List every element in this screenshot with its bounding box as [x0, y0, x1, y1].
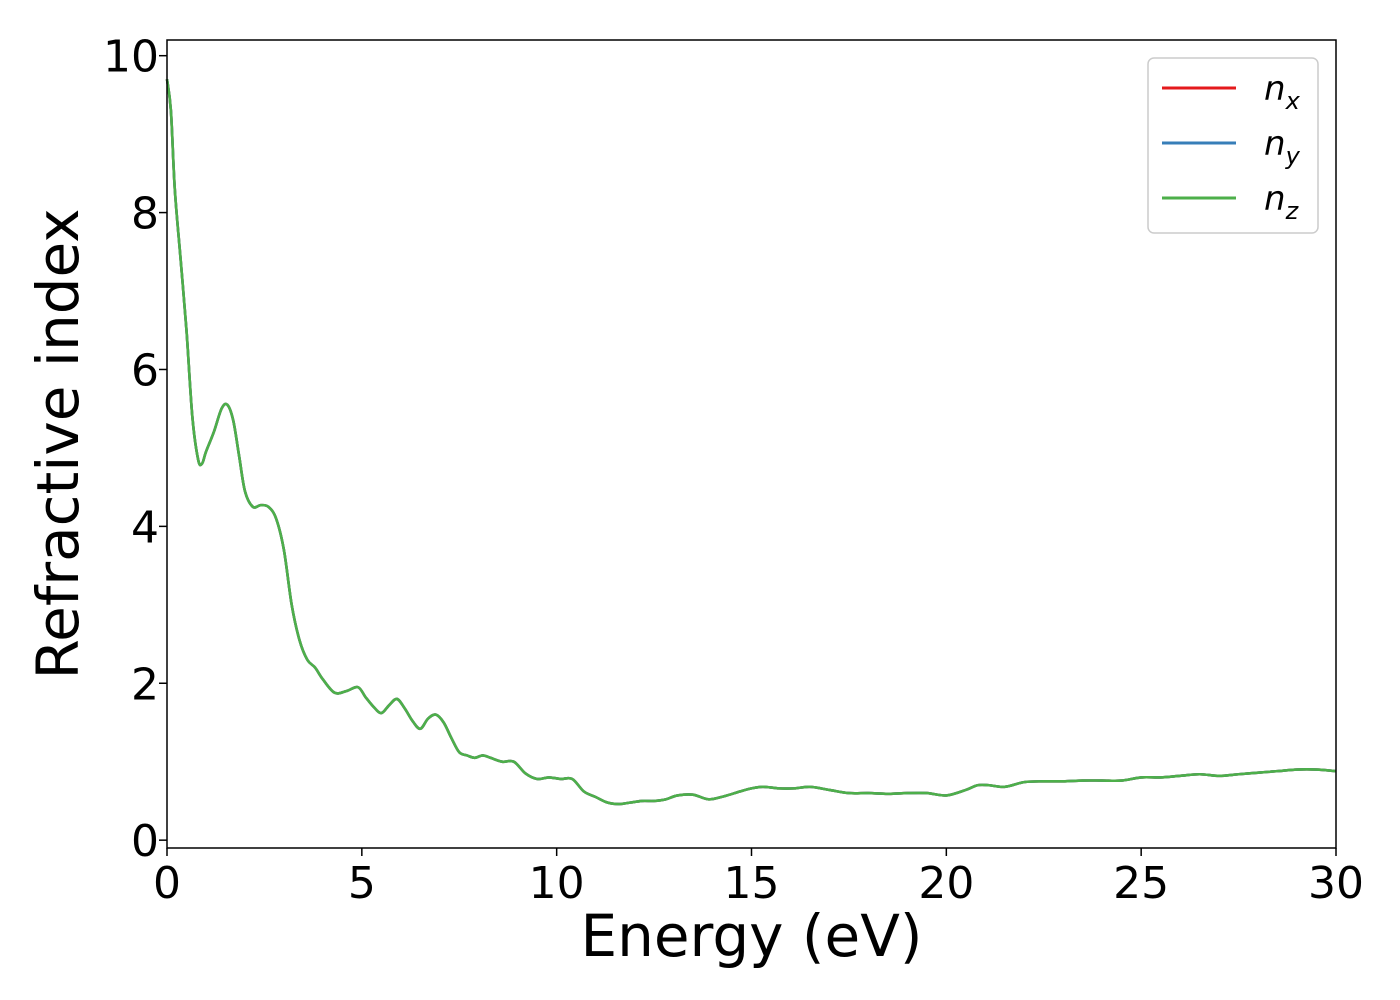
legend-item-n-y: ny — [1162, 124, 1301, 170]
legend-box — [1147, 57, 1319, 234]
x-tick-label: 10 — [529, 858, 585, 909]
y-tick-label: 2 — [131, 659, 159, 710]
x-tick-label: 0 — [153, 858, 181, 909]
x-tick-label: 15 — [724, 858, 780, 909]
series-line-n-z — [165, 79, 1337, 806]
y-tick-label: 10 — [103, 32, 159, 83]
y-tick-label: 6 — [131, 345, 159, 396]
y-axis-title: Refractive index — [24, 208, 92, 679]
y-tick-label: 8 — [131, 189, 159, 240]
x-axis-title: Energy (eV) — [580, 902, 922, 970]
series-lines — [165, 79, 1337, 806]
y-axis-ticks: 0 2 4 6 8 10 — [103, 32, 167, 867]
legend-item-n-x: nx — [1162, 69, 1301, 115]
legend-label: nx — [1264, 69, 1301, 115]
x-tick-label: 25 — [1113, 858, 1169, 909]
x-axis-ticks: 0 5 10 15 20 25 30 — [153, 848, 1364, 909]
x-tick-label: 5 — [348, 858, 376, 909]
legend-label: nz — [1264, 179, 1300, 225]
x-tick-label: 20 — [918, 858, 974, 909]
x-tick-label: 30 — [1308, 858, 1364, 909]
y-tick-label: 0 — [131, 816, 159, 867]
legend-label: ny — [1264, 124, 1301, 170]
plot-area: 0 5 10 15 20 25 30 0 2 4 6 8 10 — [103, 32, 1364, 909]
legend: nx ny nz — [1147, 57, 1319, 234]
legend-item-n-z: nz — [1162, 179, 1300, 225]
y-tick-label: 4 — [131, 502, 159, 553]
